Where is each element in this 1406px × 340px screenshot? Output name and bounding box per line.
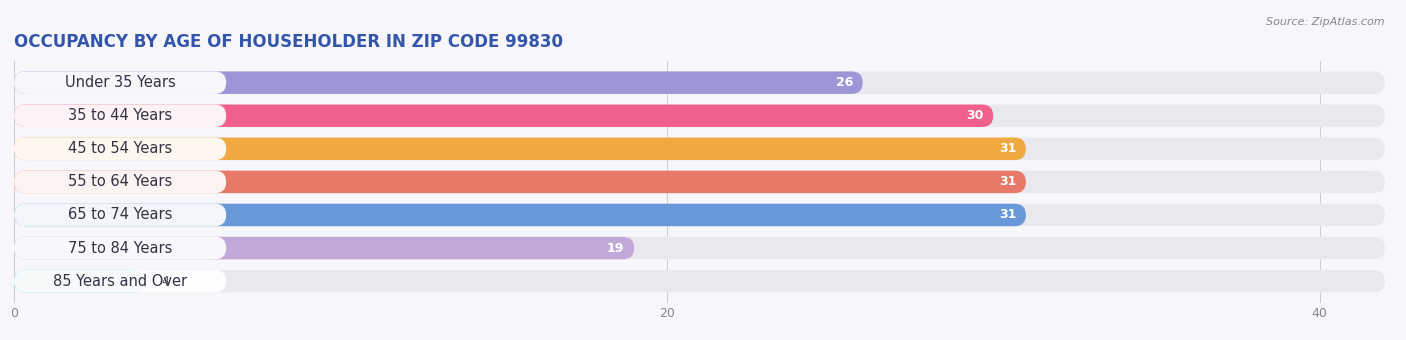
FancyBboxPatch shape xyxy=(14,171,1026,193)
Text: 75 to 84 Years: 75 to 84 Years xyxy=(67,240,173,256)
Text: Under 35 Years: Under 35 Years xyxy=(65,75,176,90)
Text: 55 to 64 Years: 55 to 64 Years xyxy=(67,174,173,189)
Text: OCCUPANCY BY AGE OF HOUSEHOLDER IN ZIP CODE 99830: OCCUPANCY BY AGE OF HOUSEHOLDER IN ZIP C… xyxy=(14,33,562,51)
Text: 31: 31 xyxy=(998,142,1017,155)
FancyBboxPatch shape xyxy=(14,104,993,127)
FancyBboxPatch shape xyxy=(14,237,634,259)
FancyBboxPatch shape xyxy=(14,270,1385,292)
Text: Source: ZipAtlas.com: Source: ZipAtlas.com xyxy=(1267,17,1385,27)
FancyBboxPatch shape xyxy=(14,71,226,94)
FancyBboxPatch shape xyxy=(14,270,226,292)
FancyBboxPatch shape xyxy=(14,138,226,160)
Text: 45 to 54 Years: 45 to 54 Years xyxy=(67,141,173,156)
Text: 35 to 44 Years: 35 to 44 Years xyxy=(67,108,172,123)
FancyBboxPatch shape xyxy=(14,171,226,193)
Text: 65 to 74 Years: 65 to 74 Years xyxy=(67,207,173,222)
FancyBboxPatch shape xyxy=(14,104,226,127)
Text: 31: 31 xyxy=(998,208,1017,221)
FancyBboxPatch shape xyxy=(14,204,226,226)
FancyBboxPatch shape xyxy=(14,204,1385,226)
FancyBboxPatch shape xyxy=(14,104,1385,127)
Text: 4: 4 xyxy=(160,275,169,288)
Text: 30: 30 xyxy=(966,109,983,122)
FancyBboxPatch shape xyxy=(14,204,1026,226)
FancyBboxPatch shape xyxy=(14,171,1385,193)
FancyBboxPatch shape xyxy=(14,237,226,259)
FancyBboxPatch shape xyxy=(14,71,1385,94)
FancyBboxPatch shape xyxy=(14,138,1026,160)
FancyBboxPatch shape xyxy=(14,138,1385,160)
Text: 31: 31 xyxy=(998,175,1017,188)
Text: 26: 26 xyxy=(835,76,853,89)
FancyBboxPatch shape xyxy=(14,71,863,94)
FancyBboxPatch shape xyxy=(14,270,145,292)
Text: 19: 19 xyxy=(607,241,624,255)
FancyBboxPatch shape xyxy=(14,237,1385,259)
Text: 85 Years and Over: 85 Years and Over xyxy=(53,274,187,289)
